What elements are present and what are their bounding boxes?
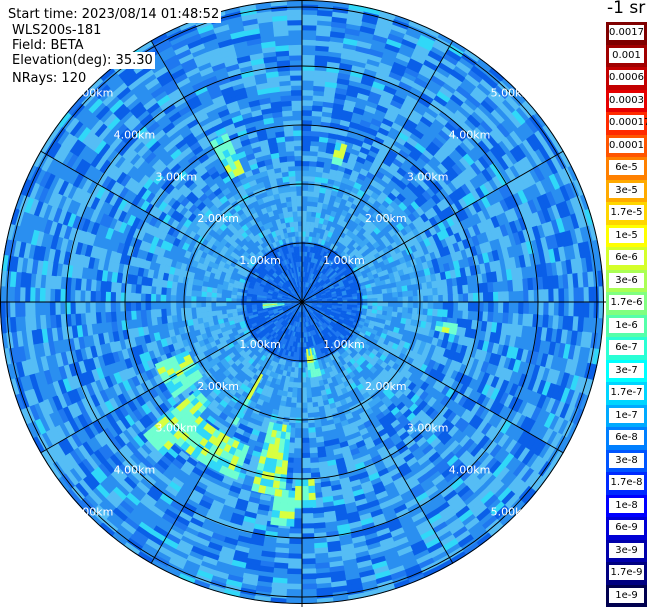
colorbar-swatch: 0.00017 [606,112,647,135]
azimuth-spoke [301,301,564,454]
range-ring-label: 5.00km [491,505,533,518]
colorbar-level-label: 1.7e-5 [609,205,644,220]
range-ring-label: 5.00km [72,505,114,518]
colorbar-swatch: 6e-5 [606,157,647,180]
range-ring-label: 1.00km [323,338,365,351]
site-name-text: WLS200s-181 [10,22,104,39]
colorbar-level-label: 3e-8 [609,452,644,468]
azimuth-spoke [150,40,303,303]
scan-cells [0,0,604,604]
colorbar: 0.0017 0.001 0.0006 0.0003 0.00017 0.0001 6e-5… [606,22,647,607]
range-ring-grid [0,0,606,607]
azimuth-spoke [301,301,454,564]
colorbar-level-label: 0.0003 [609,92,644,108]
colorbar-level-label: 6e-7 [609,340,644,355]
colorbar-level-label: 1.7e-6 [609,295,644,310]
azimuth-spoke [40,150,303,303]
colorbar-level-label: 3e-5 [609,182,644,198]
colorbar-level-label: 1.7e-8 [609,475,644,490]
colorbar-level-label: 1e-9 [609,587,644,603]
ppi-scan-display: 1.00km 1.00km 1.00km 1.00km 2.00km 2.00km 2.00… [0,0,606,607]
colorbar-swatch: 1e-9 [606,584,647,607]
range-ring-label: 4.00km [449,464,491,477]
colorbar-swatch: 3e-6 [606,269,647,292]
colorbar-swatch: 0.0006 [606,67,647,90]
colorbar-swatch: 1e-6 [606,314,647,337]
start-time-text: Start time: 2023/08/14 01:48:52 [6,6,222,23]
field-text: Field: BETA [10,37,86,54]
colorbar-level-label: 1e-7 [609,407,644,423]
colorbar-level-label: 6e-9 [609,520,644,535]
colorbar-level-label: 6e-8 [609,430,644,445]
colorbar-swatch: 0.0017 [606,22,647,45]
colorbar-swatch: 6e-8 [606,427,647,450]
colorbar-level-label: 6e-5 [609,160,644,175]
colorbar-swatch: 6e-9 [606,517,647,540]
range-ring-label: 4.00km [114,128,156,141]
range-ring-label: 4.00km [449,128,491,141]
colorbar-level-label: 6e-6 [609,250,644,265]
azimuth-spoke [40,301,303,454]
colorbar-swatch: 1.7e-8 [606,472,647,495]
range-ring-label: 1.00km [239,254,281,267]
colorbar-swatch: 0.0001 [606,134,647,157]
colorbar-level-label: 3e-9 [609,542,644,558]
colorbar-level-label: 1.7e-7 [609,385,644,400]
colorbar-level-label: 1e-8 [609,497,644,513]
colorbar-swatch: 3e-8 [606,449,647,472]
azimuth-spoke [301,40,454,303]
colorbar-unit-label: -1 sr [607,0,646,18]
range-ring-label: 3.00km [156,422,198,435]
colorbar-swatch: 6e-6 [606,247,647,270]
nrays-text: NRays: 120 [10,70,89,87]
range-ring-label: 1.00km [323,254,365,267]
colorbar-level-label: 3e-7 [609,362,644,378]
colorbar-swatch: 0.0003 [606,89,647,112]
colorbar-swatch: 0.001 [606,44,647,67]
azimuth-spoke [301,150,564,303]
range-ring-label: 5.00km [491,87,533,100]
range-ring-label: 2.00km [197,380,239,393]
range-ring-label: 2.00km [365,212,407,225]
colorbar-swatch: 1e-8 [606,494,647,517]
range-ring-label: 2.00km [365,380,407,393]
colorbar-swatch: 3e-9 [606,539,647,562]
colorbar-swatch: 1e-7 [606,404,647,427]
colorbar-swatch: 1.7e-6 [606,292,647,315]
colorbar-level-label: 3e-6 [609,272,644,288]
range-ring-label: 3.00km [156,170,198,183]
azimuth-spoke [150,301,303,564]
colorbar-swatch: 3e-5 [606,179,647,202]
colorbar-level-label: 0.0001 [609,137,644,153]
colorbar-swatch: 3e-7 [606,359,647,382]
range-ring-label: 4.00km [114,464,156,477]
colorbar-level-label: 1.7e-9 [609,565,644,580]
colorbar-swatch: 1.7e-9 [606,562,647,585]
range-ring-label: 3.00km [407,170,449,183]
colorbar-level-label: 1e-5 [609,227,644,243]
colorbar-level-label: 0.0017 [609,25,644,40]
colorbar-swatch: 1.7e-7 [606,382,647,405]
colorbar-level-label: 1e-6 [609,317,644,333]
colorbar-level-label: 0.00017 [609,115,647,130]
range-ring-labels: 1.00km 1.00km 1.00km 1.00km 2.00km 2.00km 2.00… [72,87,532,519]
range-ring-label: 1.00km [239,338,281,351]
colorbar-swatch: 1e-5 [606,224,647,247]
colorbar-level-label: 0.0006 [609,70,644,85]
colorbar-swatch: 6e-7 [606,337,647,360]
colorbar-level-label: 0.001 [609,47,644,63]
range-ring-label: 2.00km [197,212,239,225]
range-ring-label: 5.00km [72,87,114,100]
colorbar-swatch: 1.7e-5 [606,202,647,225]
elevation-text: Elevation(deg): 35.30 [10,52,155,69]
range-ring-label: 3.00km [407,422,449,435]
